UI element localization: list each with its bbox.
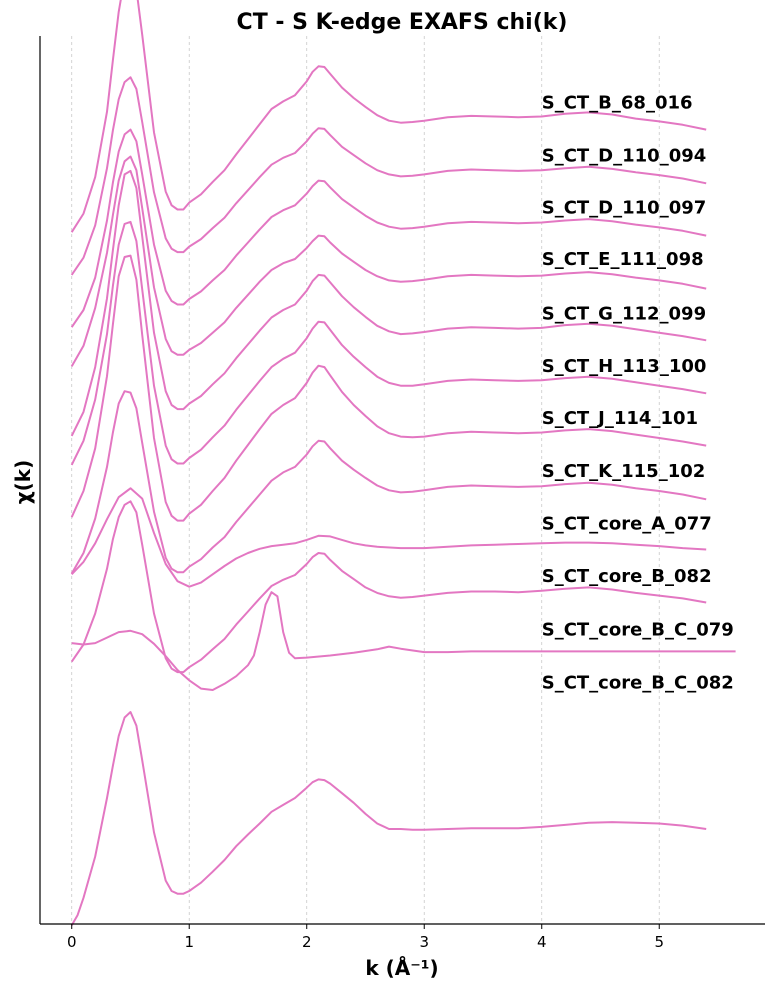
series-label-0: S_CT_B_68_016 <box>542 92 693 113</box>
x-tick-label-5: 5 <box>654 933 664 951</box>
series-label-4: S_CT_G_112_099 <box>542 304 706 325</box>
x-tick-label-2: 2 <box>302 933 312 951</box>
series-labels: S_CT_B_68_016 S_CT_D_110_094 S_CT_D_110_09… <box>542 92 734 693</box>
series-label-10: S_CT_core_B_C_079 <box>542 620 734 641</box>
series-line-4 <box>70 169 707 437</box>
series-label-7: S_CT_K_115_102 <box>542 461 706 482</box>
x-axis-ticks: 0 1 2 3 4 5 <box>67 924 664 951</box>
series-label-3: S_CT_E_111_098 <box>542 249 704 270</box>
series-label-1: S_CT_D_110_094 <box>542 145 707 166</box>
x-tick-label-1: 1 <box>184 933 194 951</box>
series-label-6: S_CT_J_114_101 <box>542 408 698 429</box>
x-tick-label-0: 0 <box>67 933 77 951</box>
x-grid-lines <box>71 36 660 924</box>
series-label-2: S_CT_D_110_097 <box>542 198 707 219</box>
series-line-3 <box>70 155 707 367</box>
chart-title: CT - S K-edge EXAFS chi(k) <box>237 10 568 35</box>
series-line-10 <box>71 591 736 691</box>
y-axis-label: χ(k) <box>11 460 35 504</box>
series-label-5: S_CT_H_113_100 <box>542 356 707 377</box>
series-line-6 <box>70 254 707 522</box>
series-line-11 <box>70 711 707 926</box>
x-axis-label: k (Å⁻¹) <box>365 956 438 980</box>
series-lines <box>70 0 736 926</box>
series-label-8: S_CT_core_A_077 <box>542 514 712 535</box>
series-line-1 <box>70 76 707 276</box>
series-line-5 <box>70 220 707 466</box>
series-label-11: S_CT_core_B_C_082 <box>542 673 734 694</box>
series-line-0 <box>70 0 707 233</box>
series-line-9 <box>70 500 707 674</box>
x-tick-label-3: 3 <box>419 933 429 951</box>
series-label-9: S_CT_core_B_082 <box>542 566 712 587</box>
series-line-2 <box>70 128 707 328</box>
series-line-7 <box>70 390 707 575</box>
x-tick-label-4: 4 <box>537 933 547 951</box>
series-line-8 <box>70 487 707 588</box>
